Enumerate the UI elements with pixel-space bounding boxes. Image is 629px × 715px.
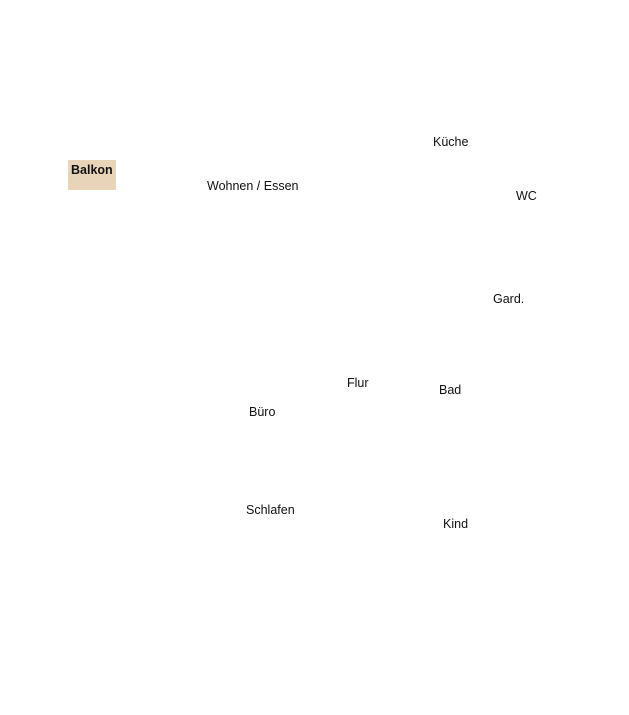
- room-label-flur: Flur: [347, 376, 369, 390]
- room-label-balkon: Balkon: [71, 163, 113, 177]
- room-balkon: Balkon: [68, 160, 116, 190]
- room-label-wohnen-essen: Wohnen / Essen: [207, 179, 299, 193]
- room-label-kueche: Küche: [433, 135, 469, 149]
- room-label-buero: Büro: [249, 405, 276, 419]
- room-label-gard: Gard.: [493, 292, 525, 306]
- room-label-wc: WC: [516, 189, 537, 203]
- room-label-schlafen: Schlafen: [246, 503, 295, 517]
- room-label-bad: Bad: [439, 383, 462, 397]
- room-label-kind: Kind: [443, 517, 469, 531]
